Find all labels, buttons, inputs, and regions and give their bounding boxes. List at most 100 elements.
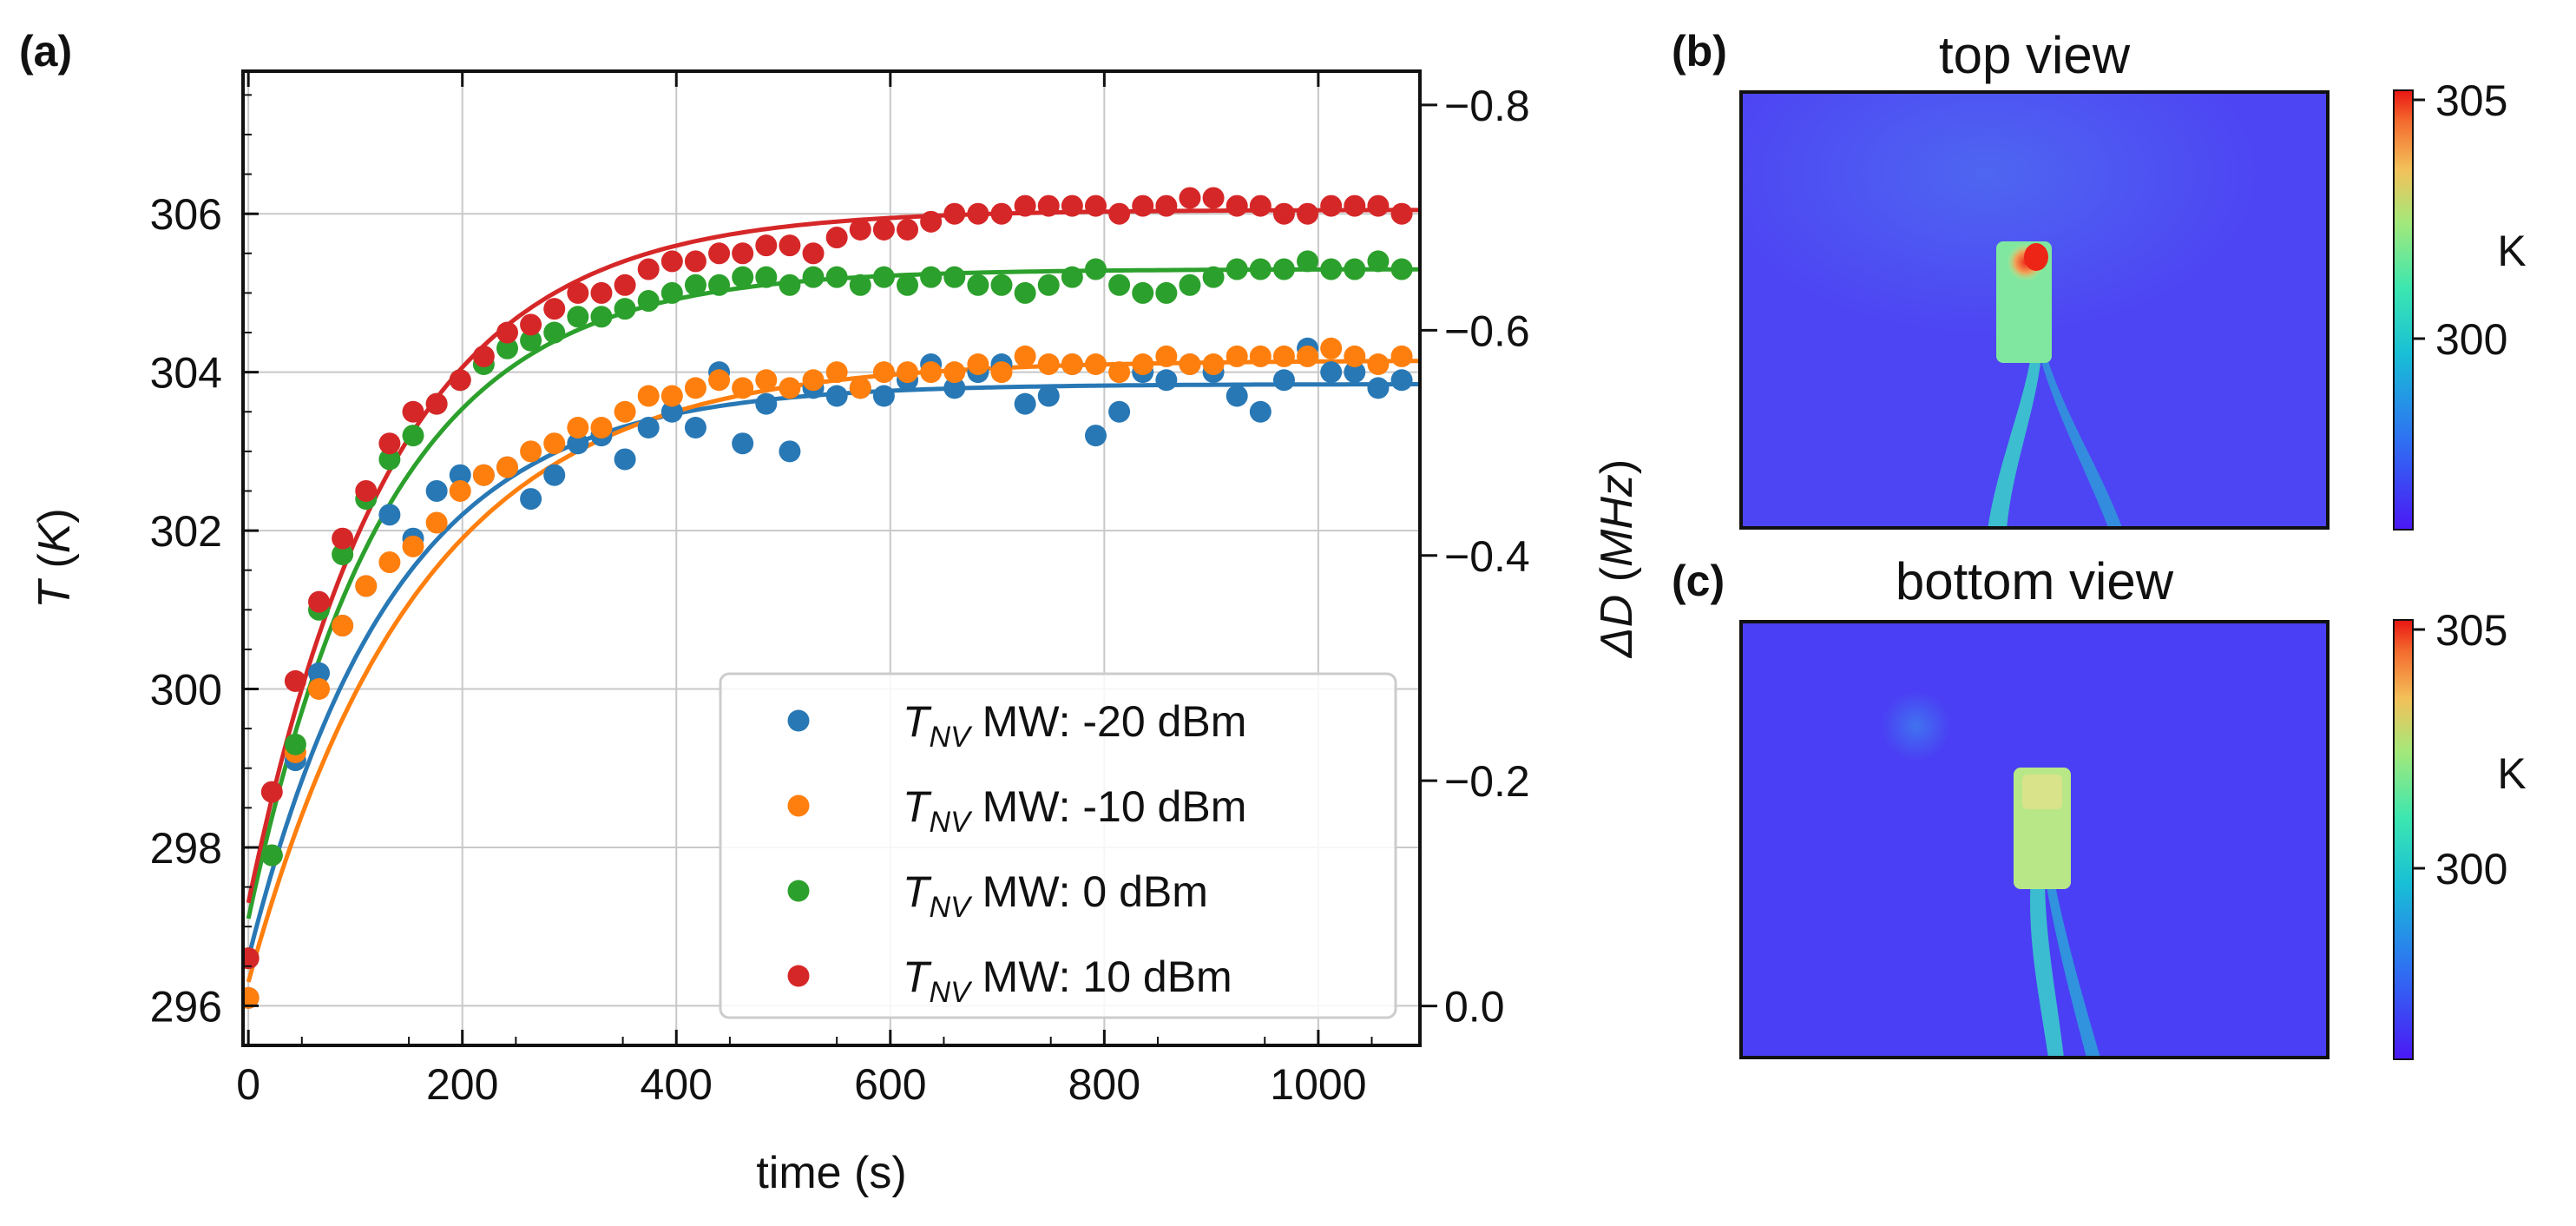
panel-label-c: (c) [1672, 557, 1725, 605]
data-point [402, 535, 424, 557]
data-point [802, 369, 825, 392]
data-point [825, 361, 848, 384]
y2-axis-unit: MHz [1592, 474, 1642, 567]
data-point [1108, 361, 1131, 384]
colorbar-tick-label: 300 [2435, 315, 2507, 364]
top-view-image [1741, 92, 2328, 528]
data-point [1249, 194, 1272, 217]
data-point [1132, 281, 1154, 304]
legend-subscript: NV [930, 721, 974, 754]
legend-box [719, 672, 1397, 1019]
legend-var: T [903, 782, 932, 831]
data-point [378, 448, 401, 471]
legend-series-name: MW: -10 dBm [970, 782, 1247, 831]
bottom-view-image [1741, 622, 2328, 1058]
legend-label: TNV MW: 0 dBm [903, 867, 1208, 924]
data-point [472, 345, 495, 367]
legend-marker [787, 965, 810, 987]
data-point [637, 385, 660, 407]
data-point [260, 781, 283, 803]
data-point [637, 258, 660, 280]
data-point [684, 274, 706, 296]
data-point [1155, 281, 1178, 304]
data-point [1061, 353, 1083, 376]
data-point [1132, 194, 1154, 217]
y-tick-label: 306 [150, 190, 222, 239]
data-point [590, 416, 613, 438]
data-point [1367, 377, 1390, 399]
x-tick-label: 1000 [1270, 1060, 1366, 1109]
data-point [660, 400, 683, 423]
x-tick-label: 400 [641, 1060, 713, 1109]
legend-series-name: MW: 10 dBm [970, 952, 1232, 1001]
legend-marker [787, 794, 810, 817]
data-point [1367, 194, 1390, 217]
data-point [1297, 250, 1319, 273]
legend-subscript: NV [930, 891, 974, 924]
data-point [1084, 425, 1107, 447]
data-point [943, 266, 966, 288]
data-point [1344, 345, 1366, 367]
legend-var: T [903, 697, 932, 746]
data-point [1037, 194, 1060, 217]
colorbar-tick-label: 300 [2435, 845, 2507, 893]
data-point [802, 242, 825, 265]
data-point [779, 440, 801, 463]
panel-label-a: (a) [19, 27, 72, 76]
data-point [1320, 361, 1343, 384]
data-point [567, 432, 589, 455]
thermal-map-top: top view 305 300 K [1739, 26, 2527, 531]
data-point [1108, 202, 1131, 225]
y-tick-label: 296 [150, 982, 222, 1031]
data-point [990, 361, 1013, 384]
data-point [1344, 194, 1366, 217]
data-point [1344, 361, 1366, 384]
data-point [967, 353, 989, 376]
data-point [637, 290, 660, 313]
data-point [1320, 337, 1343, 359]
data-point [1084, 353, 1107, 376]
data-points [243, 187, 1413, 1009]
data-point [496, 321, 518, 344]
data-point [284, 733, 306, 755]
data-point [732, 377, 754, 399]
data-point [284, 669, 306, 692]
data-point [425, 511, 448, 534]
data-point [1249, 345, 1272, 367]
legend-var: T [903, 952, 932, 1001]
data-point [1061, 194, 1083, 217]
data-point [967, 202, 989, 225]
data-point [1155, 345, 1178, 367]
plot-frame [241, 69, 1422, 1047]
data-point [732, 432, 754, 455]
data-point [543, 464, 566, 486]
y-tick-label: 300 [150, 666, 222, 715]
data-point [1132, 353, 1154, 376]
legend-series-name: MW: -20 dBm [970, 697, 1247, 746]
data-point [755, 234, 778, 257]
data-point [332, 527, 354, 550]
data-point [614, 274, 636, 296]
data-point [614, 400, 636, 423]
data-point [243, 947, 260, 970]
data-point [684, 377, 706, 399]
data-point [567, 281, 589, 304]
data-point [1226, 258, 1248, 280]
data-point [897, 218, 919, 241]
data-point [1320, 194, 1343, 217]
y-tick-label: 302 [150, 507, 222, 556]
data-point [1108, 400, 1131, 423]
axis-ticks: 0 200 400 600 800 1000 296 298 300 302 304 306 0.0 −0… [150, 71, 1530, 1109]
data-point [1297, 345, 1319, 367]
legend-var: T [903, 867, 932, 916]
data-point [684, 416, 706, 438]
legend-label: TNV MW: -10 dBm [903, 782, 1246, 839]
data-point [708, 242, 731, 265]
data-point [520, 440, 542, 463]
data-point [1367, 353, 1390, 376]
data-point [1108, 274, 1131, 296]
data-point [920, 210, 943, 233]
y-axis-unit: K [30, 521, 80, 553]
data-point [637, 416, 660, 438]
top-colorbar-unit: K [2497, 227, 2526, 275]
